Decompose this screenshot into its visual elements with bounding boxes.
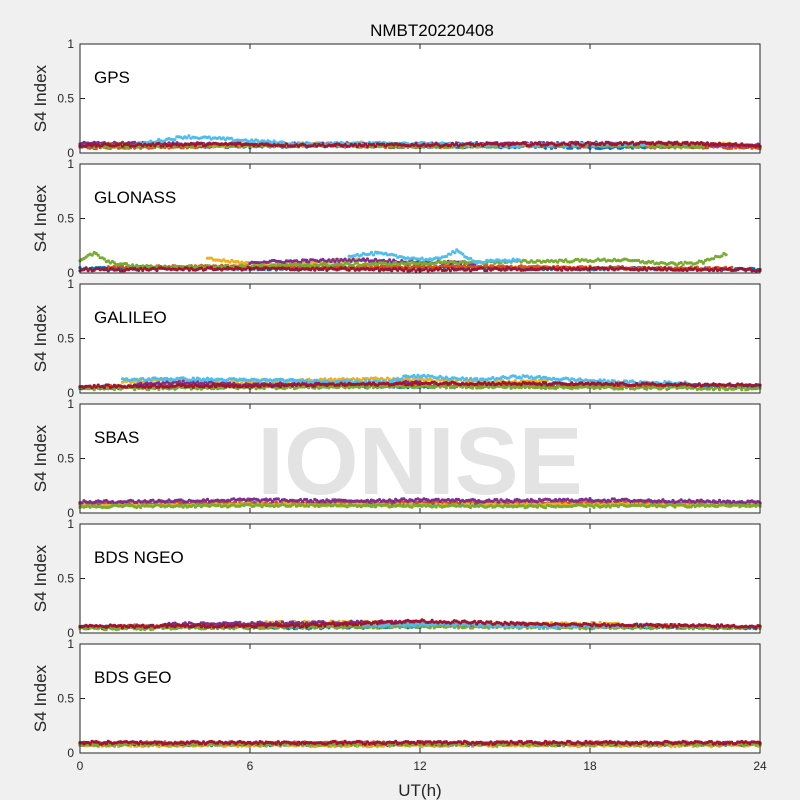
data-point bbox=[701, 261, 705, 265]
data-point bbox=[102, 257, 106, 261]
y-axis-title: S4 Index bbox=[31, 64, 50, 132]
data-point bbox=[373, 144, 378, 148]
data-point bbox=[685, 140, 689, 144]
data-point bbox=[449, 252, 453, 256]
data-point bbox=[229, 136, 234, 140]
data-point bbox=[586, 140, 590, 145]
data-point bbox=[157, 141, 161, 145]
data-point bbox=[199, 141, 203, 145]
y-axis-title: S4 Index bbox=[31, 184, 50, 252]
data-point bbox=[469, 256, 473, 260]
data-point bbox=[343, 257, 347, 261]
chart-title: NMBT20220408 bbox=[370, 21, 494, 40]
data-point bbox=[568, 143, 572, 147]
data-point bbox=[651, 259, 655, 263]
data-point bbox=[517, 258, 521, 262]
data-point bbox=[560, 268, 564, 272]
data-point bbox=[720, 254, 724, 258]
data-point bbox=[375, 266, 380, 270]
data-point bbox=[724, 253, 728, 257]
data-point bbox=[323, 266, 327, 270]
data-point bbox=[460, 146, 465, 150]
plot-area bbox=[80, 164, 760, 273]
data-point bbox=[653, 145, 657, 149]
data-point bbox=[388, 258, 392, 262]
data-point bbox=[453, 251, 457, 255]
y-tick-label: 1 bbox=[67, 37, 74, 51]
data-point bbox=[369, 250, 373, 255]
data-point bbox=[173, 138, 177, 142]
panel-label: GPS bbox=[94, 68, 130, 87]
y-tick-label: 0.5 bbox=[57, 212, 74, 226]
data-point bbox=[461, 252, 465, 256]
data-point bbox=[681, 263, 685, 267]
data-point bbox=[96, 253, 100, 257]
y-tick-label: 1 bbox=[67, 157, 74, 171]
data-point bbox=[371, 253, 376, 257]
data-point bbox=[630, 140, 635, 144]
plot-area bbox=[80, 44, 760, 153]
y-tick-label: 0.5 bbox=[57, 92, 74, 106]
data-point bbox=[404, 266, 408, 271]
panel-label: GLONASS bbox=[94, 188, 176, 207]
